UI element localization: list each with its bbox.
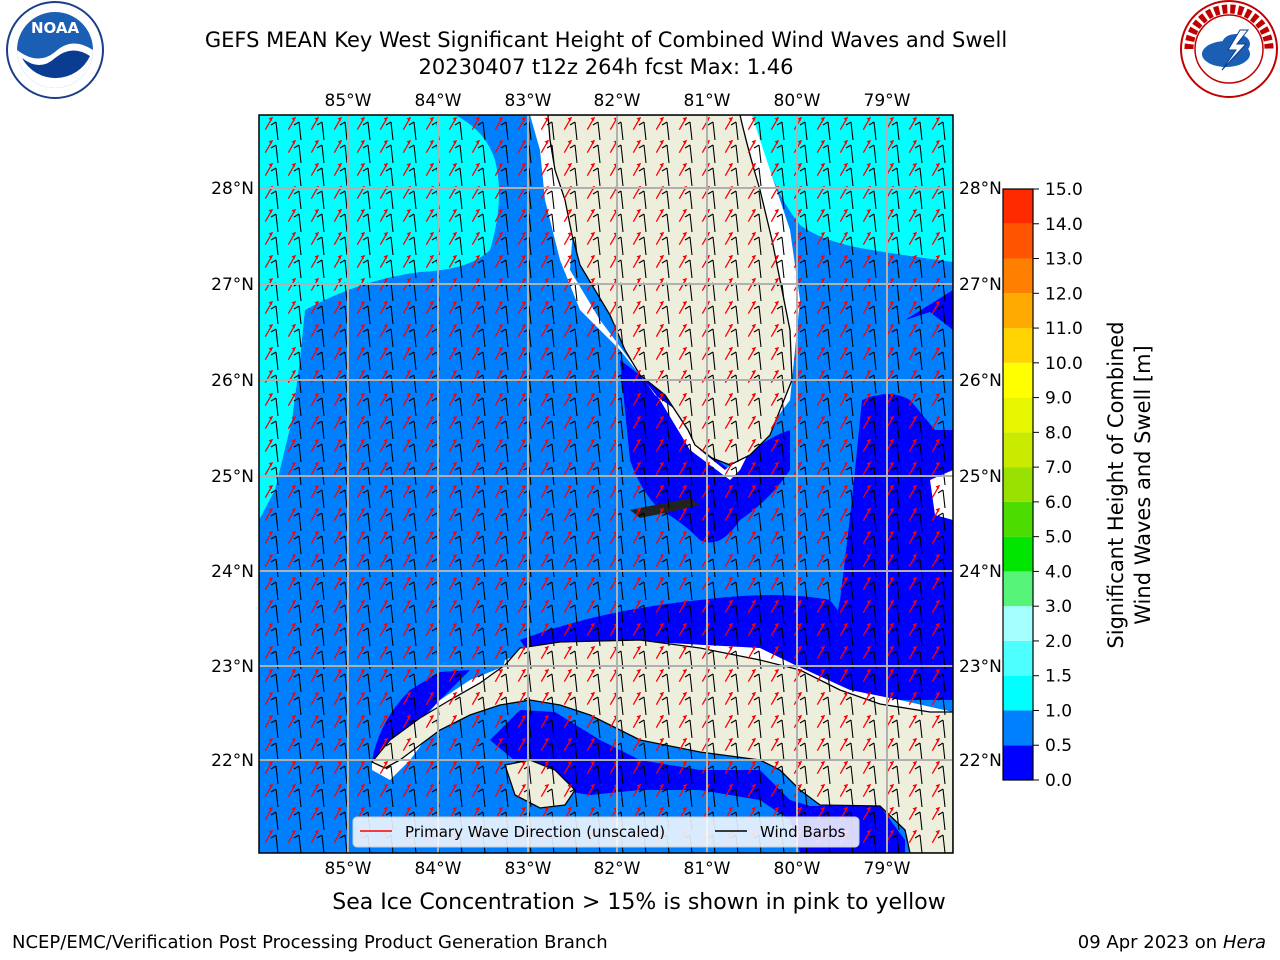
colorbar-segment <box>1003 223 1033 259</box>
colorbar-label-line2: Wind Waves and Swell [m] <box>1131 345 1155 625</box>
colorbar-tick-label: 1.5 <box>1045 667 1072 687</box>
footer-host: Hera <box>1222 932 1266 953</box>
lat-label-left: 23°N <box>211 657 254 677</box>
colorbar-tick-label: 10.0 <box>1045 354 1083 374</box>
footer-date-text: 09 Apr 2023 on <box>1077 932 1223 953</box>
map-frame <box>258 114 954 854</box>
colorbar-tick-label: 13.0 <box>1045 250 1083 270</box>
colorbar-segment <box>1003 675 1033 711</box>
colorbar-tick-label: 4.0 <box>1045 562 1072 582</box>
colorbar-label-line1: Significant Height of Combined <box>1104 321 1128 648</box>
lat-label-left: 27°N <box>211 275 254 295</box>
colorbar-segment <box>1003 501 1033 537</box>
colorbar-tick-label: 5.0 <box>1045 528 1072 548</box>
colorbar-tick-label: 7.0 <box>1045 458 1072 478</box>
colorbar-segment <box>1003 293 1033 329</box>
colorbar-segment <box>1003 189 1033 224</box>
map-legend: Primary Wave Direction (unscaled) Wind B… <box>352 816 860 848</box>
lat-label-left: 22°N <box>211 751 254 771</box>
colorbar-segment <box>1003 710 1033 746</box>
lon-label-bottom: 83°W <box>505 859 552 879</box>
colorbar-tick-label: 15.0 <box>1045 180 1083 200</box>
colorbar-tick-label: 8.0 <box>1045 423 1072 443</box>
wave-band-0-0-5-bahamas <box>835 394 953 700</box>
lon-label-bottom: 85°W <box>325 859 372 879</box>
lat-label-right: 25°N <box>959 467 1002 487</box>
lat-label-left: 24°N <box>211 562 254 582</box>
noaa-logo-text: NOAA <box>31 19 80 37</box>
lat-label-right: 27°N <box>959 275 1002 295</box>
chart-subtitle: 20230407 t12z 264h fcst Max: 1.46 <box>418 55 794 79</box>
noaa-logo: NOAA <box>6 1 104 99</box>
colorbar-segment <box>1003 640 1033 676</box>
colorbar-segment <box>1003 328 1033 363</box>
map-gridlines <box>259 115 953 853</box>
colorbar-tick-label: 12.0 <box>1045 284 1083 304</box>
lon-label-top: 79°W <box>864 91 911 111</box>
colorbar-segment <box>1003 397 1033 433</box>
legend-wave-label: Primary Wave Direction (unscaled) <box>405 823 665 841</box>
lon-label-top: 80°W <box>774 91 821 111</box>
colorbar-segment <box>1003 258 1033 294</box>
lat-label-left: 28°N <box>211 179 254 199</box>
lon-label-bottom: 82°W <box>594 859 641 879</box>
cuba <box>370 639 953 853</box>
colorbar-tick-label: 1.0 <box>1045 701 1072 721</box>
colorbar-segment <box>1003 606 1033 641</box>
colorbar-segment <box>1003 536 1033 572</box>
isla-juventud <box>504 759 576 809</box>
lon-label-bottom: 84°W <box>415 859 462 879</box>
lon-label-top: 84°W <box>415 91 462 111</box>
lat-label-right: 24°N <box>959 562 1002 582</box>
legend-barb-label: Wind Barbs <box>760 823 846 841</box>
colorbar-tick-label: 0.0 <box>1045 771 1072 791</box>
colorbar-tick-label: 9.0 <box>1045 389 1072 409</box>
sea-ice-note: Sea Ice Concentration > 15% is shown in … <box>332 890 946 915</box>
lat-label-right: 22°N <box>959 751 1002 771</box>
lon-label-bottom: 79°W <box>864 859 911 879</box>
colorbar-tick-label: 11.0 <box>1045 319 1083 339</box>
lat-label-left: 26°N <box>211 371 254 391</box>
lat-label-left: 25°N <box>211 467 254 487</box>
lon-label-bottom: 81°W <box>684 859 731 879</box>
lat-label-right: 26°N <box>959 371 1002 391</box>
colorbar-segment <box>1003 571 1033 607</box>
colorbar-segment <box>1003 432 1033 468</box>
vector-field <box>264 116 946 853</box>
lon-label-top: 81°W <box>684 91 731 111</box>
lon-label-top: 83°W <box>505 91 552 111</box>
colorbar-tick-label: 3.0 <box>1045 597 1072 617</box>
lat-label-right: 28°N <box>959 179 1002 199</box>
colorbar-segment <box>1003 362 1033 398</box>
footer-date: 09 Apr 2023 on Hera <box>1078 932 1266 953</box>
colorbar-tick-label: 14.0 <box>1045 215 1083 235</box>
colorbar-tick-label: 6.0 <box>1045 493 1072 513</box>
colorbar: 0.0 0.5 1.0 1.5 2.0 3.0 4.0 5.0 6.0 7.0 8.0 9.0 10.0… <box>1002 180 1083 791</box>
lon-label-top: 82°W <box>594 91 641 111</box>
colorbar-tick-label: 0.5 <box>1045 736 1072 756</box>
nws-logo <box>1180 0 1278 98</box>
chart-title: GEFS MEAN Key West Significant Height of… <box>204 28 1008 52</box>
lon-label-top: 85°W <box>325 91 372 111</box>
lon-label-bottom: 80°W <box>774 859 821 879</box>
footer-branch: NCEP/EMC/Verification Post Processing Pr… <box>12 932 608 953</box>
axis-tick-labels: 85°W 85°W 84°W 84°W 83°W 83°W 82°W 82°W 81°W 81°W… <box>211 91 1002 879</box>
colorbar-segment <box>1003 467 1033 502</box>
colorbar-segment <box>1003 745 1033 780</box>
colorbar-tick-label: 2.0 <box>1045 632 1072 652</box>
lat-label-right: 23°N <box>959 657 1002 677</box>
